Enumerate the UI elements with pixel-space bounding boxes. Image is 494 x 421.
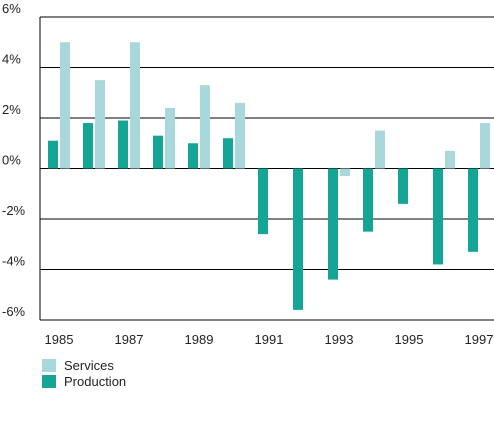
bar-production-1996 [433, 168, 443, 265]
x-tick-label: 1989 [185, 332, 214, 347]
bar-production-1988 [153, 135, 163, 169]
legend-swatch-services [42, 358, 56, 372]
bar-services-1986 [95, 80, 105, 169]
legend-label-production: Production [64, 373, 127, 389]
bar-services-1989 [200, 85, 210, 169]
bar-production-1995 [398, 168, 408, 204]
bar-production-1991 [258, 168, 268, 235]
bar-production-1989 [188, 143, 198, 169]
legend-item-services: Services [42, 357, 126, 373]
x-tick-label: 1991 [255, 332, 284, 347]
y-tick-label: 0% [2, 153, 21, 168]
x-axis-ticks: 1985 1987 1989 1991 1993 1995 1997 [45, 332, 494, 347]
bar-production-1990 [223, 138, 233, 169]
bar-production-1985 [48, 140, 58, 169]
y-tick-label: -4% [2, 254, 26, 269]
bar-production-1986 [83, 123, 93, 169]
y-tick-label: 6% [2, 1, 21, 16]
y-tick-label: 4% [2, 52, 21, 67]
y-axis-ticks: 6% 4% 2% 0% -2% -4% -6% [2, 1, 26, 319]
legend-label-services: Services [64, 357, 114, 373]
y-tick-label: -6% [2, 304, 26, 319]
bars [48, 42, 490, 310]
bar-services-1987 [130, 42, 140, 169]
legend-item-production: Production [42, 373, 126, 389]
bar-production-1987 [118, 120, 128, 169]
y-tick-label: -2% [2, 203, 26, 218]
x-tick-label: 1995 [395, 332, 424, 347]
bar-services-1985 [60, 42, 70, 169]
x-tick-label: 1997 [465, 332, 494, 347]
x-tick-label: 1993 [325, 332, 354, 347]
bar-production-1993 [328, 168, 338, 280]
bar-services-1994 [375, 130, 385, 169]
bar-services-1996 [445, 150, 455, 169]
bar-services-1997 [480, 123, 490, 169]
y-tick-label: 2% [2, 102, 21, 117]
legend: Services Production [42, 357, 126, 389]
bar-services-1988 [165, 107, 175, 169]
x-tick-label: 1985 [45, 332, 74, 347]
bar-production-1994 [363, 168, 373, 232]
bar-production-1997 [468, 168, 478, 252]
bar-services-1990 [235, 102, 245, 169]
bar-services-1993 [340, 168, 350, 177]
x-tick-label: 1987 [115, 332, 144, 347]
legend-swatch-production [42, 374, 56, 388]
bar-production-1992 [293, 168, 303, 310]
